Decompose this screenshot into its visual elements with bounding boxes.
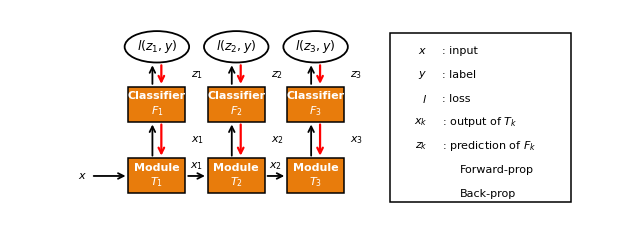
Text: $l$: $l$ — [422, 93, 428, 105]
Text: Module
$T_2$: Module $T_2$ — [213, 163, 259, 189]
Text: : label: : label — [442, 70, 476, 80]
Text: $l(z_3,y)$: $l(z_3,y)$ — [296, 38, 336, 55]
Text: Module
$T_1$: Module $T_1$ — [134, 163, 180, 189]
FancyBboxPatch shape — [129, 158, 186, 193]
Text: $x_2$: $x_2$ — [269, 160, 282, 172]
Text: $z_2$: $z_2$ — [271, 70, 283, 81]
Text: Forward-prop: Forward-prop — [460, 165, 534, 175]
Text: Classifier
$F_2$: Classifier $F_2$ — [207, 91, 266, 118]
Text: $l(z_2,y)$: $l(z_2,y)$ — [216, 38, 257, 55]
Text: $y$: $y$ — [418, 69, 428, 81]
Text: Module
$T_3$: Module $T_3$ — [292, 163, 339, 189]
Text: $z_3$: $z_3$ — [350, 70, 362, 81]
FancyBboxPatch shape — [287, 87, 344, 122]
Text: $x_2$: $x_2$ — [271, 134, 284, 146]
FancyBboxPatch shape — [208, 158, 265, 193]
Ellipse shape — [125, 31, 189, 62]
Text: : prediction of $F_k$: : prediction of $F_k$ — [442, 139, 536, 153]
Text: $x_k$: $x_k$ — [413, 116, 428, 128]
Text: Classifier
$F_1$: Classifier $F_1$ — [128, 91, 186, 118]
FancyBboxPatch shape — [129, 87, 186, 122]
Text: $l(z_1,y)$: $l(z_1,y)$ — [137, 38, 177, 55]
Text: : loss: : loss — [442, 94, 470, 104]
Text: $x$: $x$ — [419, 46, 428, 56]
Text: $z_1$: $z_1$ — [191, 70, 204, 81]
Text: Back-prop: Back-prop — [460, 189, 516, 199]
Text: Classifier
$F_3$: Classifier $F_3$ — [287, 91, 345, 118]
Text: $z_k$: $z_k$ — [415, 140, 428, 152]
Text: $x_1$: $x_1$ — [190, 160, 203, 172]
Text: : output of $T_k$: : output of $T_k$ — [442, 116, 517, 130]
FancyBboxPatch shape — [390, 33, 571, 202]
Text: : input: : input — [442, 46, 478, 56]
Text: $x$: $x$ — [78, 171, 87, 181]
Ellipse shape — [284, 31, 348, 62]
Text: $x_3$: $x_3$ — [350, 134, 363, 146]
FancyBboxPatch shape — [287, 158, 344, 193]
Ellipse shape — [204, 31, 269, 62]
Text: $x_1$: $x_1$ — [191, 134, 204, 146]
FancyBboxPatch shape — [208, 87, 265, 122]
